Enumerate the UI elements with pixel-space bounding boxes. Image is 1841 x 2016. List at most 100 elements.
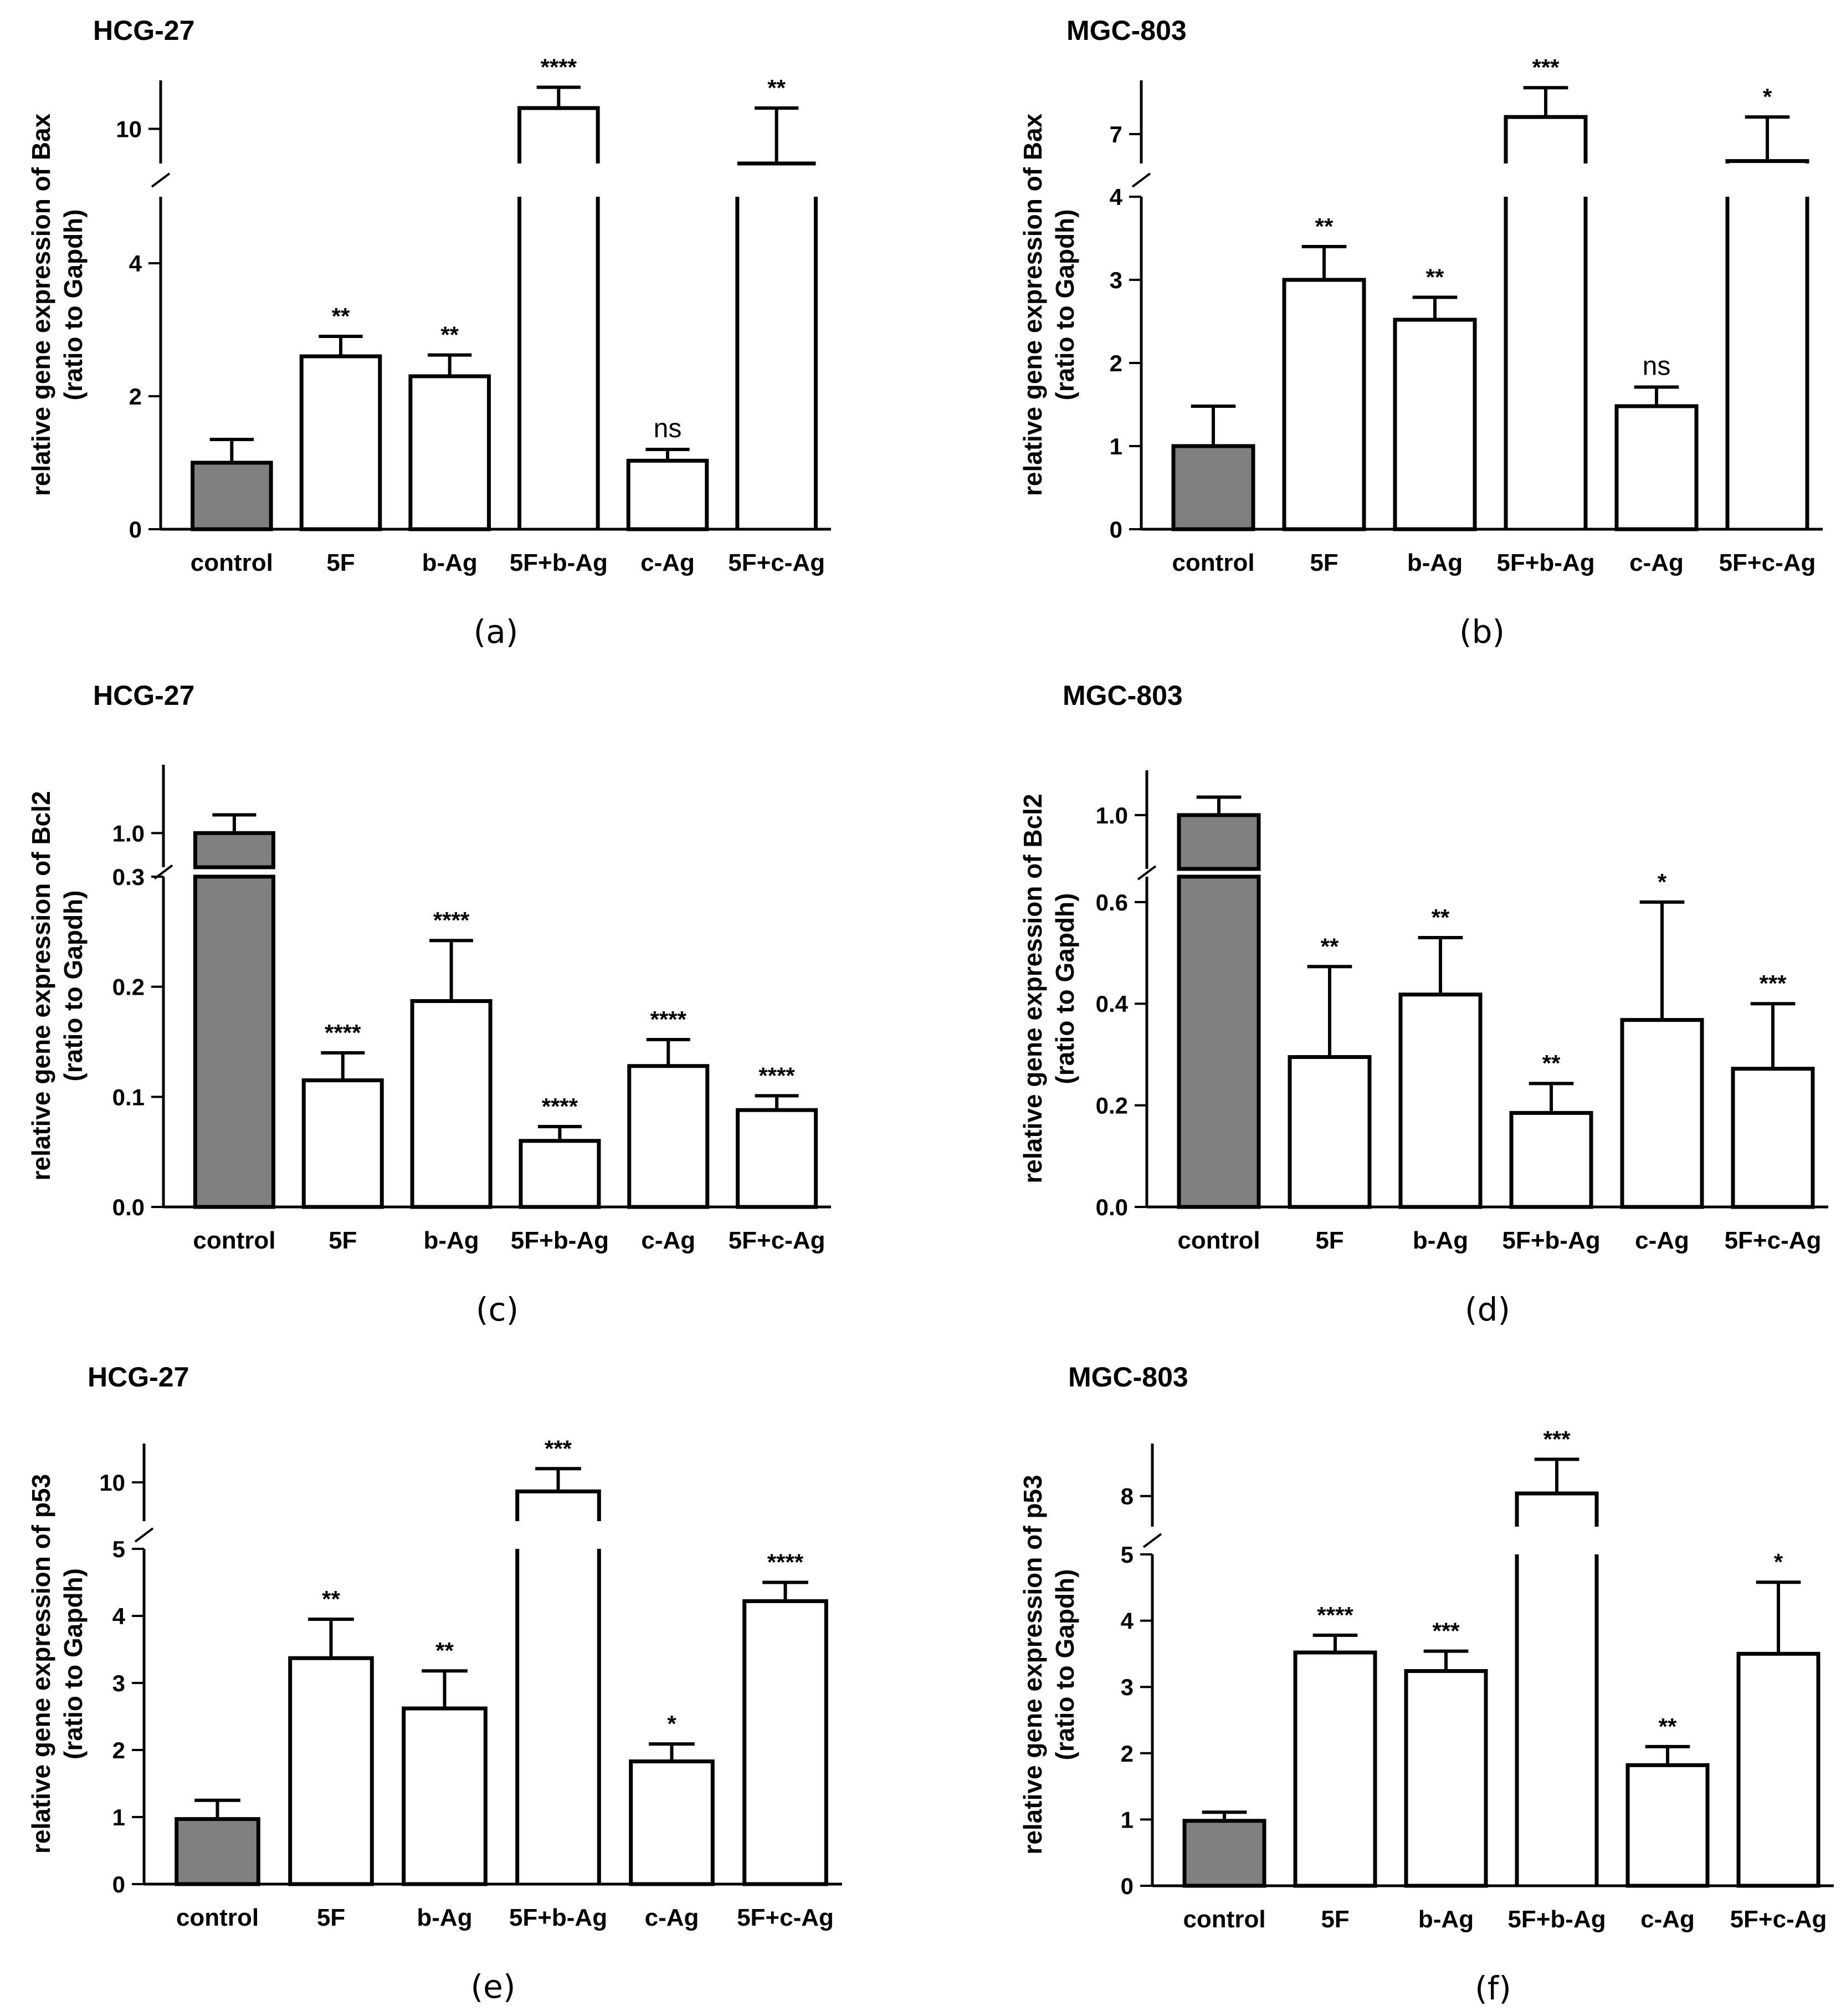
bar xyxy=(1182,1819,1266,1888)
y-axis-label-line2: (ratio to Gapdh) xyxy=(1050,1569,1079,1761)
y-tick-label: 0.0 xyxy=(112,1194,145,1220)
x-tick-label: c-Ag xyxy=(1629,549,1684,576)
y-tick-label: 0.2 xyxy=(1096,1093,1128,1119)
x-tick-label: c-Ag xyxy=(645,1904,699,1931)
x-tick-label: 5F+b-Ag xyxy=(1496,549,1594,576)
bar xyxy=(517,197,600,529)
bar xyxy=(175,1817,260,1886)
bar xyxy=(627,1064,710,1209)
y-axis-label-line2: (ratio to Gapdh) xyxy=(59,891,88,1082)
y-tick-label: 0 xyxy=(1121,1873,1134,1899)
significance-label: ns xyxy=(654,414,682,443)
bar-upper xyxy=(1725,159,1809,163)
significance-label: ns xyxy=(1643,352,1671,381)
y-tick-label: 5 xyxy=(112,1536,125,1562)
significance-label: *** xyxy=(545,1435,572,1461)
bar xyxy=(736,1108,818,1209)
y-tick-label: 3 xyxy=(1121,1674,1134,1700)
y-tick-label: 2 xyxy=(1121,1741,1134,1767)
x-tick-label: c-Ag xyxy=(1640,1906,1695,1933)
significance-label: ** xyxy=(1432,904,1450,930)
x-tick-label: 5F xyxy=(1310,549,1338,576)
x-tick-label: 5F+c-Ag xyxy=(1719,549,1816,576)
bar xyxy=(742,1599,828,1886)
bar xyxy=(1282,278,1366,531)
y-tick-label: 2 xyxy=(1110,350,1122,376)
bar xyxy=(1177,874,1261,1209)
significance-label: ** xyxy=(767,75,786,101)
bar xyxy=(1725,197,1809,529)
significance-label: ** xyxy=(332,303,350,329)
panel-title: HCG-27 xyxy=(93,680,194,711)
x-tick-label: control xyxy=(1177,1227,1260,1254)
bar xyxy=(1620,1018,1704,1209)
chart-panel-c: HCG-27 relative gene expression of Bcl2 (r… xyxy=(27,680,831,1328)
bar xyxy=(1398,992,1483,1209)
axis-break-mark xyxy=(1137,865,1157,881)
significance-label: ** xyxy=(1426,264,1444,290)
bar xyxy=(191,460,273,531)
y-tick-label: 5 xyxy=(1121,1542,1134,1568)
significance-label: * xyxy=(667,1711,676,1737)
significance-label: **** xyxy=(541,54,577,80)
bar xyxy=(193,874,275,1209)
bar-upper xyxy=(1504,115,1588,163)
x-tick-label: b-Ag xyxy=(1407,549,1463,576)
x-tick-label: 5F+b-Ag xyxy=(1507,1906,1606,1933)
x-tick-label: 5F xyxy=(1321,1906,1349,1933)
y-axis-label-line2: (ratio to Gapdh) xyxy=(1050,209,1079,401)
significance-label: **** xyxy=(758,1062,795,1088)
x-tick-label: control xyxy=(1172,549,1254,576)
y-tick-label: 7 xyxy=(1110,121,1122,147)
significance-label: * xyxy=(1763,84,1772,110)
x-tick-label: 5F+c-Ag xyxy=(737,1904,834,1931)
y-tick-label: 1.0 xyxy=(1096,802,1128,828)
y-tick-label: 0 xyxy=(112,1871,125,1897)
bar xyxy=(515,1549,601,1884)
bar xyxy=(1288,1055,1372,1209)
panel-label: (d) xyxy=(1465,1291,1510,1328)
panel-title: HCG-27 xyxy=(88,1362,189,1393)
y-tick-label: 4 xyxy=(1121,1608,1134,1634)
y-axis-label-line1: relative gene expression of Bcl2 xyxy=(1018,794,1047,1183)
x-tick-label: 5F xyxy=(317,1904,345,1931)
significance-label: *** xyxy=(1432,1618,1460,1644)
panel-title: HCG-27 xyxy=(93,15,194,46)
significance-label: *** xyxy=(1532,54,1560,80)
significance-label: **** xyxy=(542,1093,578,1119)
x-tick-label: b-Ag xyxy=(422,549,478,576)
y-tick-label: 3 xyxy=(112,1670,125,1696)
panel-label: (e) xyxy=(471,1968,516,2005)
x-tick-label: b-Ag xyxy=(1418,1906,1474,1933)
y-tick-label: 3 xyxy=(1110,267,1122,293)
y-tick-label: 0.1 xyxy=(112,1084,145,1110)
x-tick-label: 5F+c-Ag xyxy=(729,1227,825,1254)
x-tick-label: 5F+c-Ag xyxy=(1725,1227,1822,1254)
significance-label: * xyxy=(1658,869,1667,895)
bar xyxy=(288,1656,374,1886)
bar-upper xyxy=(1515,1491,1599,1527)
y-axis-label-line1: relative gene expression of Bax xyxy=(27,113,55,496)
y-tick-label: 0.2 xyxy=(112,974,145,1000)
y-axis-label: relative gene expression of Bax (ratio to… xyxy=(1018,113,1079,496)
y-tick-label: 10 xyxy=(99,1470,125,1496)
chart-panel-a: HCG-27 relative gene expression of Bax (ra… xyxy=(27,15,831,651)
bar xyxy=(1614,404,1699,531)
significance-label: ** xyxy=(1542,1050,1561,1076)
significance-label: ** xyxy=(440,322,459,348)
y-axis-label: relative gene expression of p53 (ratio to… xyxy=(27,1474,88,1854)
bar xyxy=(626,458,709,531)
x-tick-label: c-Ag xyxy=(641,1227,695,1254)
significance-label: * xyxy=(1774,1549,1783,1575)
x-tick-label: b-Ag xyxy=(423,1227,479,1254)
y-tick-label: 1 xyxy=(112,1804,125,1830)
panel-title: MGC-803 xyxy=(1068,1362,1188,1393)
bar xyxy=(519,1139,601,1209)
bar xyxy=(1504,197,1588,529)
bar xyxy=(1393,318,1477,531)
panel-label: (c) xyxy=(476,1291,519,1328)
significance-label: **** xyxy=(1317,1602,1353,1628)
panel-label: (b) xyxy=(1459,613,1505,651)
y-tick-label: 4 xyxy=(1110,184,1123,210)
